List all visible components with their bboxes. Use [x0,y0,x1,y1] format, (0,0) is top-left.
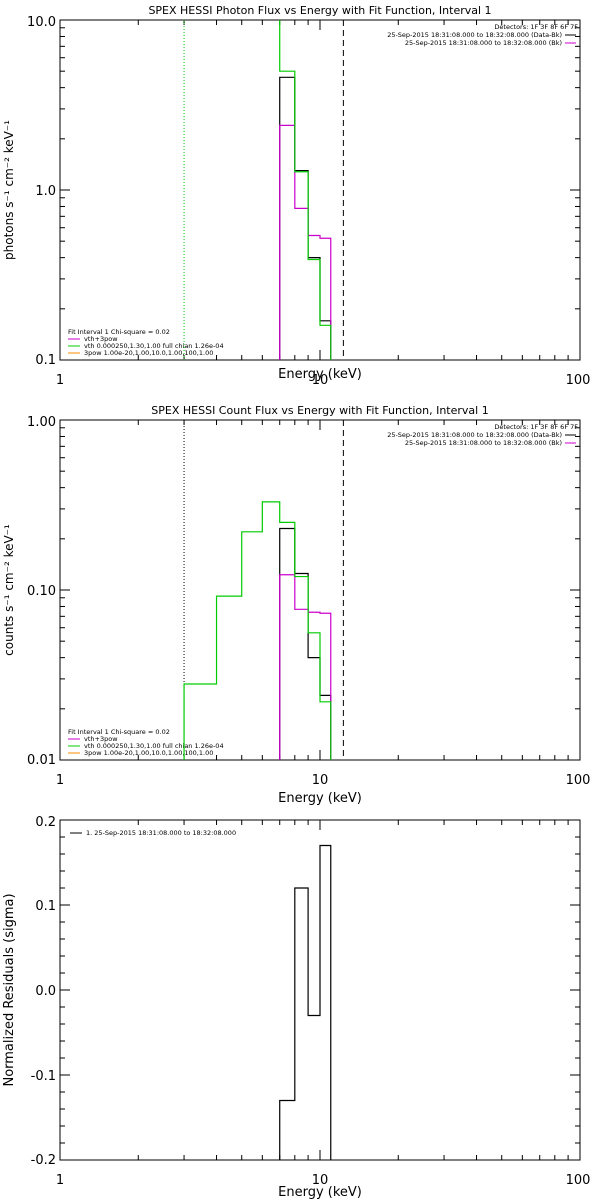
y-tick-label: 0.2 [35,815,56,830]
residuals-panel: Normalized Residuals (sigma) Energy (keV… [2,815,590,1200]
data-histogram [279,844,332,1160]
plot-marks [183,420,344,760]
legend-vth-label: vth 0.000250,1.30,1.00 full chian 1.26e-… [84,742,224,750]
plot-marks [279,844,332,1160]
data-interval-label: 25-Sep-2015 18:31:08.000 to 18:32:08.000… [387,31,562,39]
y-tick-label: 10.0 [27,15,56,30]
plot-frame [59,419,581,761]
legend-3pow-label: 3pow 1.00e-20,1.00,10.0,1.00,100,1.00 [84,349,213,357]
x-tick-label: 100 [566,373,591,388]
x-axis-label: Energy (keV) [278,1185,362,1200]
x-tick-label: 1 [56,373,64,388]
y-tick-label: 0.0 [35,984,56,999]
x-tick-label: 10 [312,773,329,788]
legend-residual-label: 1. 25-Sep-2015 18:31:08.000 to 18:32:08.… [86,829,236,837]
y-tick-label: 0.01 [27,753,56,768]
detectors-label: Detectors: 1F 3F 8F 6F 7F [494,423,578,431]
y-tick-label: 0.1 [35,899,56,914]
x-tick-label: 1 [56,773,64,788]
y-axis-label: photons s⁻¹ cm⁻² keV⁻¹ [2,120,16,260]
x-tick-label: 10 [312,1173,329,1188]
legend-vth-label: vth 0.000250,1.30,1.00 full chian 1.26e-… [84,342,224,350]
bk-interval-label: 25-Sep-2015 18:31:08.000 to 18:32:08.000… [405,39,562,47]
y-tick-label: 1.0 [35,184,56,199]
data-histogram [279,527,332,760]
y-axis-label: Normalized Residuals (sigma) [2,893,17,1086]
y-tick-label: -0.1 [31,1069,56,1084]
bk-interval-label: 25-Sep-2015 18:31:08.000 to 18:32:08.000… [405,439,562,447]
y-tick-label: 1.00 [27,415,56,430]
axis-ticks [59,420,580,761]
detectors-label: Detectors: 1F 3F 8F 6F 7F [494,23,578,31]
chart-title: SPEX HESSI Count Flux vs Energy with Fit… [151,404,488,417]
x-axis-label: Energy (keV) [278,367,362,382]
y-tick-label: 0.10 [27,584,56,599]
legend-model-label: vth+3pow [84,735,118,743]
data-histogram [279,76,332,360]
photon-flux-panel: SPEX HESSI Photon Flux vs Energy with Fi… [2,4,590,388]
fit-interval-label: Fit Interval 1 Chi-square = 0.02 [68,328,170,336]
fit-model-histogram [279,20,332,360]
count-flux-panel: SPEX HESSI Count Flux vs Energy with Fit… [2,404,590,806]
y-tick-label: -0.2 [31,1153,56,1168]
legend-model-label: vth+3pow [84,335,118,343]
x-tick-label: 10 [312,373,329,388]
y-tick-label: 0.1 [35,353,56,368]
chart-title: SPEX HESSI Photon Flux vs Energy with Fi… [148,4,491,17]
fit-interval-label: Fit Interval 1 Chi-square = 0.02 [68,728,170,736]
data-interval-label: 25-Sep-2015 18:31:08.000 to 18:32:08.000… [387,431,562,439]
x-tick-label: 1 [56,1173,64,1188]
y-axis-label: counts s⁻¹ cm⁻² keV⁻¹ [2,524,16,656]
fit-model-histogram [183,501,332,760]
background-histogram [279,574,332,760]
legend-3pow-label: 3pow 1.00e-20,1.00,10.0,1.00,100,1.00 [84,749,213,757]
x-tick-label: 100 [566,773,591,788]
x-tick-label: 100 [566,1173,591,1188]
plot-marks [183,20,344,360]
x-axis-label: Energy (keV) [278,791,362,806]
